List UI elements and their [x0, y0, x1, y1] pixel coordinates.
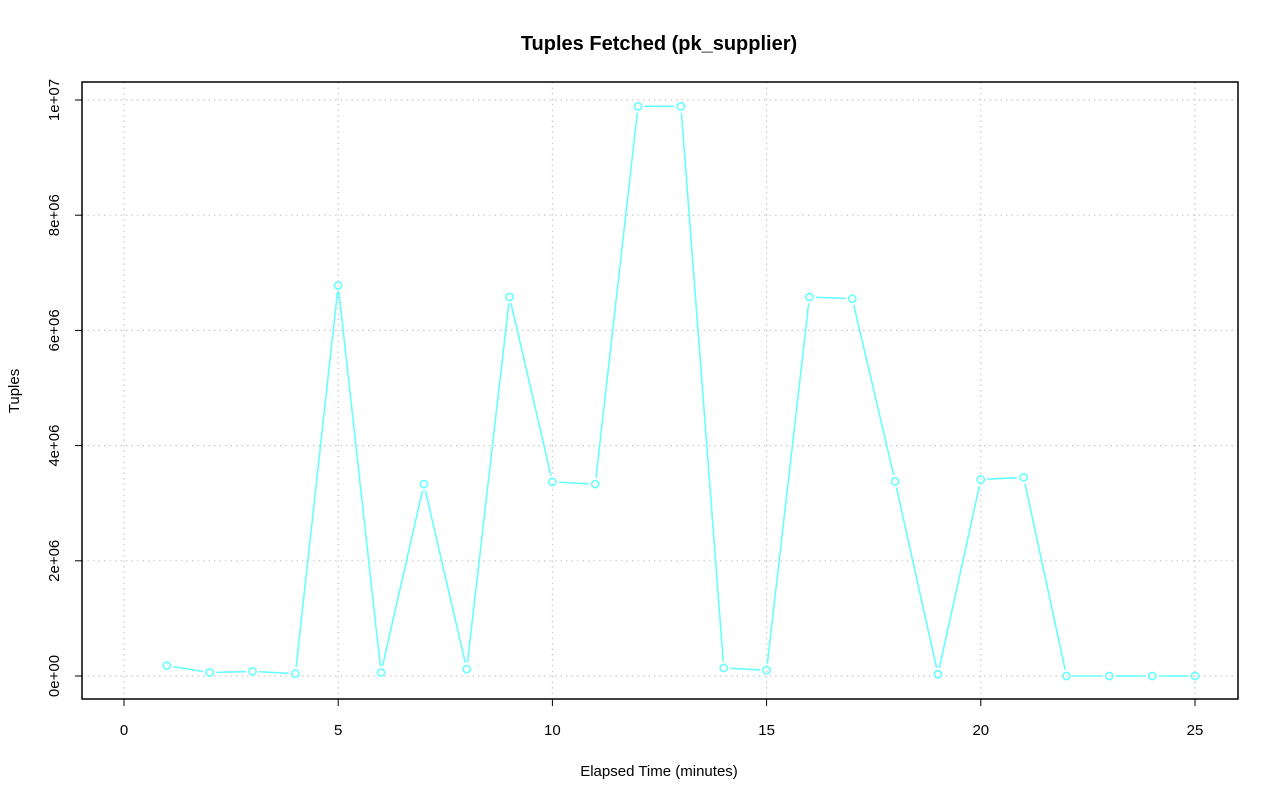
y-tick-label: 2e+06	[46, 540, 63, 582]
series-line-segment	[595, 112, 639, 478]
y-axis-label: Tuples	[6, 369, 23, 413]
data-point	[333, 281, 343, 290]
data-point	[376, 668, 386, 677]
series-line-segment	[338, 291, 382, 667]
data-point	[1104, 671, 1114, 681]
series-line-segment	[216, 670, 247, 674]
x-tick-label: 15	[758, 722, 775, 739]
series-line-segment	[730, 667, 761, 671]
data-point	[162, 661, 172, 671]
data-point	[419, 479, 429, 489]
data-point	[548, 477, 557, 487]
data-point	[762, 665, 771, 675]
grid	[82, 82, 1238, 699]
series-line-segment	[173, 665, 204, 673]
x-tick-label: 20	[972, 722, 989, 739]
data-point	[462, 664, 472, 674]
data-point	[505, 292, 514, 302]
x-tick-label: 5	[334, 722, 342, 739]
data-point	[1190, 671, 1200, 681]
data-point	[633, 101, 643, 111]
data-point	[719, 663, 729, 673]
y-tick-label: 0e+00	[46, 655, 63, 697]
series-line-segment	[381, 490, 424, 667]
data-point	[1019, 472, 1029, 482]
series-layer	[162, 101, 1200, 681]
x-tick-label: 25	[1187, 722, 1204, 739]
data-point	[205, 668, 215, 677]
y-tick-label: 4e+06	[46, 425, 63, 467]
data-point	[976, 475, 986, 484]
y-tick-label: 8e+06	[46, 194, 63, 236]
series-line-segment	[987, 476, 1018, 481]
series-line-segment	[558, 481, 589, 485]
chart-title: Tuples Fetched (pk_supplier)	[521, 33, 797, 55]
x-tick-label: 10	[544, 722, 561, 739]
x-axis-label: Elapsed Time (minutes)	[580, 763, 738, 780]
data-point	[1147, 671, 1157, 681]
data-point	[890, 476, 900, 486]
data-point	[248, 666, 257, 676]
data-point	[676, 101, 686, 111]
series-line-segment	[424, 490, 467, 663]
y-tick-label: 1e+07	[46, 79, 63, 121]
axes: 0 5 10 15 20 25 0e+00 2e+06 4e+06 6e+06 8e+06 1e+07	[46, 79, 1203, 739]
data-point	[933, 669, 943, 679]
y-tick-label: 6e+06	[46, 309, 63, 351]
series-line-segment	[938, 485, 981, 669]
data-point	[590, 479, 600, 489]
x-tick-label: 0	[120, 722, 128, 739]
series-line-segment	[815, 296, 846, 300]
series-line-segment	[852, 304, 895, 476]
series-line-segment	[1024, 483, 1066, 670]
data-point	[1062, 671, 1071, 681]
series-line-segment	[258, 670, 289, 675]
series-line-segment	[295, 291, 339, 668]
series-line-segment	[466, 303, 510, 663]
data-point	[290, 669, 300, 679]
series-line-segment	[766, 303, 810, 664]
series-line-segment	[895, 487, 938, 669]
series-line-segment	[680, 112, 725, 662]
data-point	[805, 292, 814, 302]
data-point	[847, 294, 857, 304]
series-line-segment	[510, 303, 552, 476]
